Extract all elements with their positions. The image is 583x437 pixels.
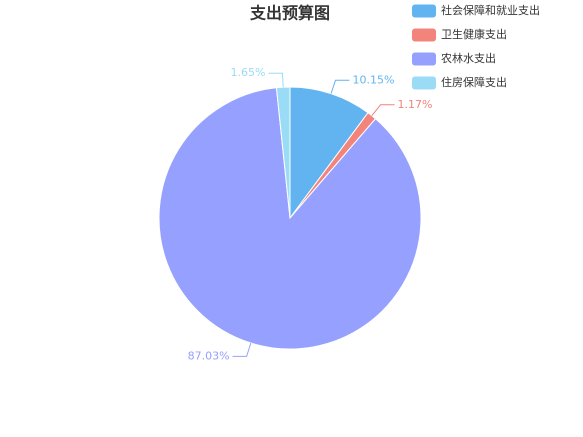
data-label: 10.15% (352, 73, 394, 86)
legend-label: 住房保障支出 (441, 75, 507, 89)
leader-line (371, 104, 395, 116)
data-label: 1.65% (231, 66, 266, 79)
legend-label: 社会保障和就业支出 (441, 3, 540, 17)
leader-line (268, 72, 284, 88)
leader-line (232, 342, 252, 357)
data-label: 87.03% (188, 349, 230, 362)
legend-label: 农林水支出 (441, 51, 496, 65)
legend-label: 卫生健康支出 (441, 27, 507, 41)
legend-swatch (412, 76, 436, 90)
pie-slice (275, 86, 291, 219)
legend-swatch (412, 52, 436, 66)
chart-title: 支出预算图 (249, 4, 330, 23)
legend-swatch (412, 28, 436, 42)
legend-swatch (412, 4, 436, 18)
leader-line (330, 79, 350, 94)
pie-slice (289, 86, 369, 220)
data-label: 1.17% (398, 98, 433, 111)
